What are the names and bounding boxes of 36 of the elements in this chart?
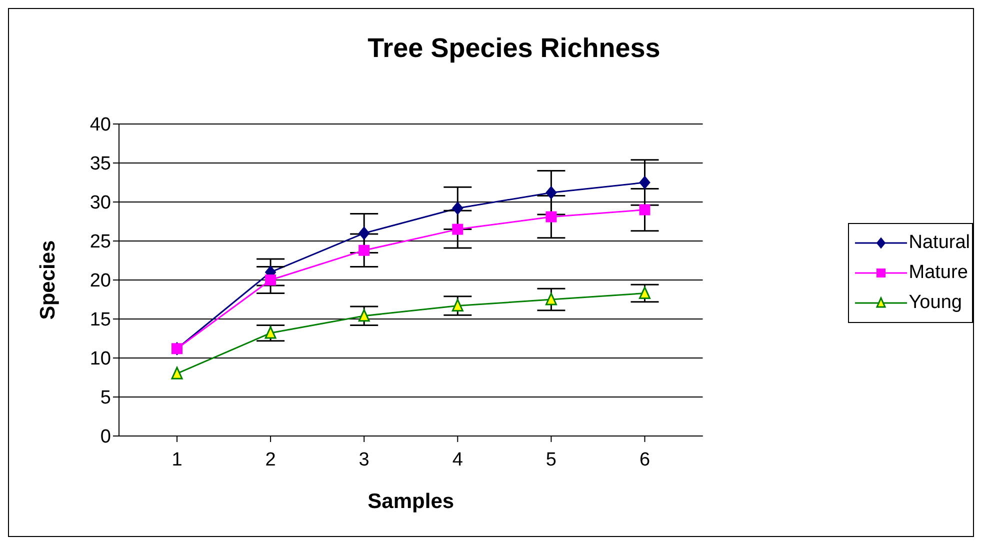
point — [358, 226, 370, 240]
x-tick-label: 5 — [546, 449, 556, 470]
x-tick-label: 6 — [639, 449, 650, 470]
point — [265, 274, 276, 286]
y-axis-title: Species — [36, 240, 60, 320]
point — [639, 204, 650, 216]
y-tick-label: 30 — [90, 192, 111, 214]
x-tick-label: 2 — [265, 449, 276, 470]
legend-label: Mature — [908, 262, 968, 284]
point — [545, 292, 557, 306]
x-axis-title: Samples — [368, 490, 454, 513]
point — [452, 224, 464, 235]
y-tick-label: 0 — [100, 426, 111, 448]
point — [639, 176, 650, 189]
point — [546, 186, 557, 200]
point — [546, 211, 557, 222]
x-tick-label: 4 — [452, 449, 464, 470]
y-tick-label: 25 — [90, 232, 111, 253]
y-tick-label: 15 — [90, 310, 111, 331]
point — [452, 298, 464, 312]
legend-label: Natural — [908, 232, 970, 254]
point — [452, 202, 464, 215]
point — [171, 366, 183, 380]
chart-title: Tree Species Richness — [366, 33, 662, 64]
y-tick-label: 35 — [90, 154, 111, 175]
y-tick-label: 20 — [90, 270, 111, 292]
y-tick-label: 5 — [100, 388, 111, 409]
point — [358, 309, 370, 322]
x-tick-label: 3 — [358, 449, 370, 470]
point — [264, 326, 276, 339]
y-tick-label: 40 — [90, 114, 111, 136]
y-tick-label: 10 — [90, 348, 111, 370]
point — [639, 286, 650, 300]
point — [358, 244, 370, 256]
x-tick-label: 1 — [172, 449, 182, 470]
legend-label: Young — [908, 292, 962, 314]
